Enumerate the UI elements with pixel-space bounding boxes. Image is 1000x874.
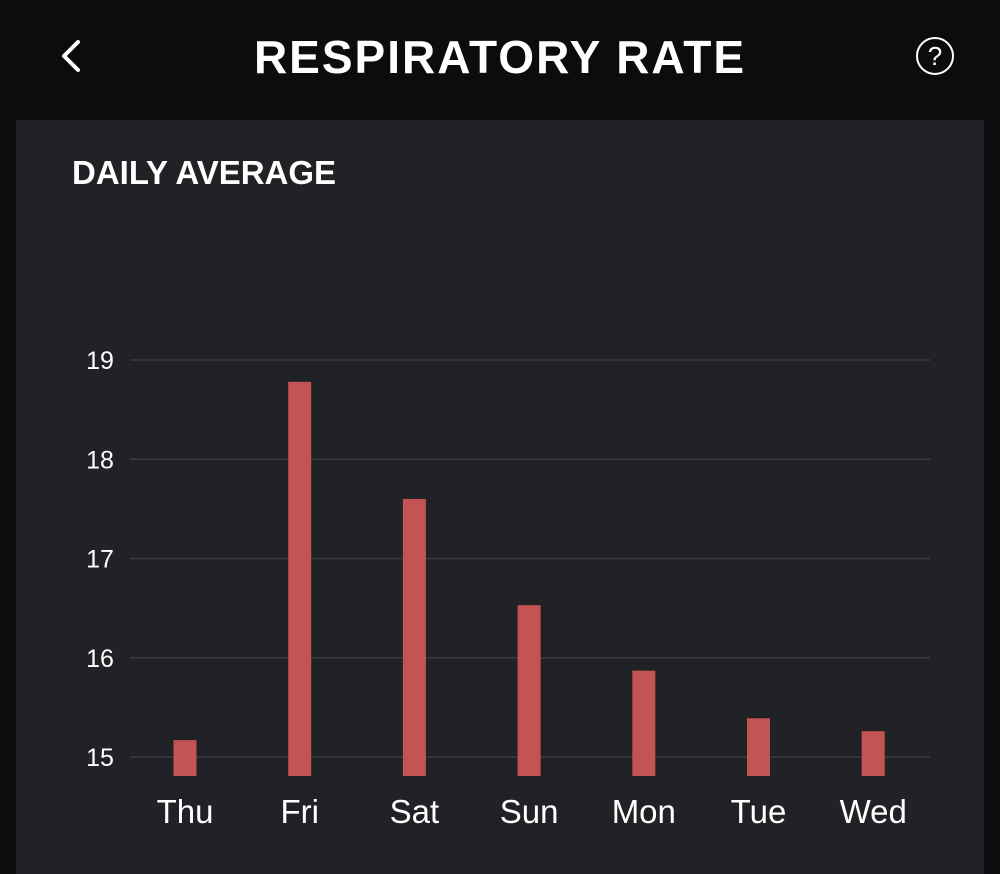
y-tick-label: 18	[86, 446, 114, 474]
x-tick-label: Sat	[390, 793, 440, 830]
bar-fri	[288, 381, 312, 776]
question-circle-icon: ?	[927, 41, 943, 71]
x-tick-label: Mon	[612, 793, 676, 830]
bar-mon	[632, 670, 656, 776]
bar-thu	[173, 740, 197, 776]
y-tick-label: 16	[86, 645, 114, 673]
bar-wed	[861, 731, 885, 776]
chevron-left-icon	[62, 40, 80, 72]
bar-tue	[747, 718, 770, 776]
y-tick-label: 19	[86, 347, 114, 375]
card-title: DAILY AVERAGE	[72, 154, 337, 191]
header: RESPIRATORY RATE ?	[0, 0, 1000, 120]
x-tick-label: Sun	[500, 793, 559, 830]
x-tick-label: Wed	[840, 793, 907, 830]
help-button[interactable]: ?	[916, 37, 954, 75]
y-tick-label: 15	[86, 744, 114, 772]
x-tick-label: Fri	[280, 793, 318, 830]
back-button[interactable]	[52, 30, 92, 82]
y-tick-label: 17	[86, 546, 114, 574]
bar-sun	[517, 605, 541, 776]
page-title: RESPIRATORY RATE	[253, 31, 747, 83]
x-tick-label: Thu	[157, 793, 214, 830]
bar-sat	[402, 498, 426, 776]
x-tick-label: Tue	[731, 793, 787, 830]
